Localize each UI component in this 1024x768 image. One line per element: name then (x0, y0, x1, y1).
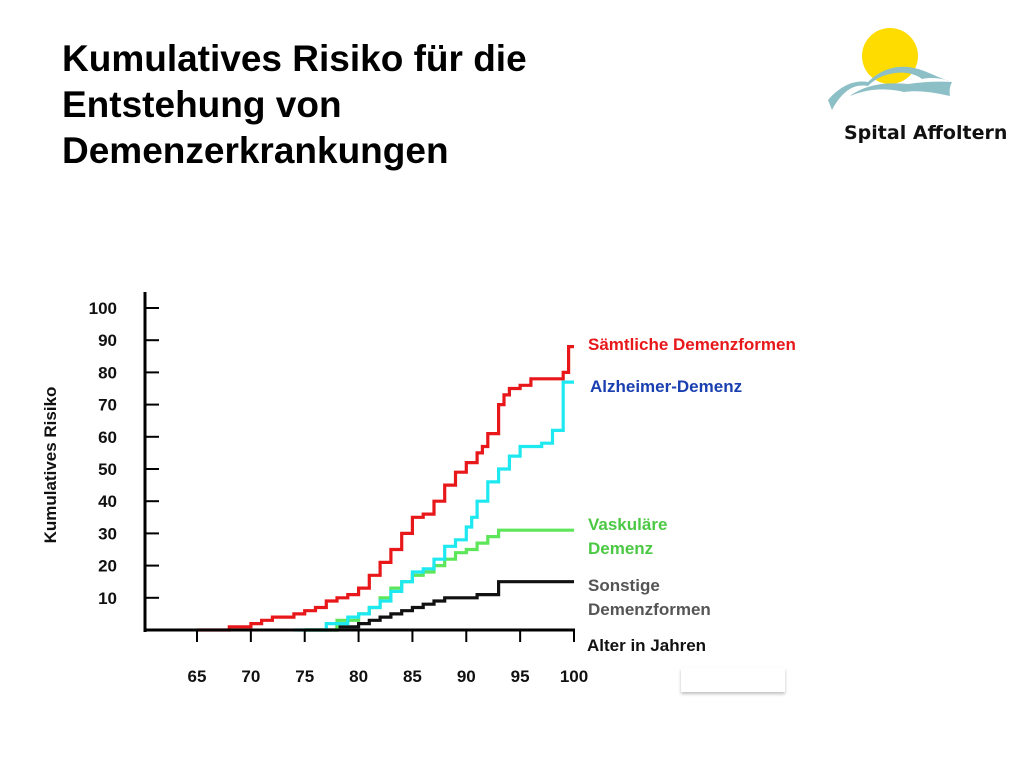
x-tick-label: 80 (349, 667, 368, 686)
slide-title-line-2: Entstehung von (62, 84, 342, 125)
y-tick-label: 20 (98, 557, 117, 576)
y-axis-label: Kumulatives Risiko (41, 387, 60, 544)
y-tick-label: 70 (98, 396, 117, 415)
series-label-0: Sämtliche Demenzformen (588, 335, 796, 354)
series-line-2 (304, 528, 574, 632)
series-labels: Sämtliche Demenzformen Alzheimer-Demenz Va… (588, 335, 796, 619)
series-line-0 (197, 345, 574, 632)
y-tick-label: 50 (98, 460, 117, 479)
x-tick-label: 70 (241, 667, 260, 686)
logo-graphic-icon (828, 28, 952, 110)
y-tick-label: 80 (98, 363, 117, 382)
y-tick-label: 100 (89, 299, 117, 318)
series-line-3 (304, 580, 574, 632)
series-label-1: Alzheimer-Demenz (590, 377, 742, 396)
y-tick-label: 90 (98, 331, 117, 350)
x-tick-label: 95 (511, 667, 530, 686)
plot-area (197, 345, 574, 632)
x-tick-label: 85 (403, 667, 422, 686)
x-tick-label: 90 (457, 667, 476, 686)
series-line-1 (293, 380, 574, 632)
logo-text: Spital Affoltern (844, 122, 1008, 144)
series-label-2: Vaskuläre Demenz (588, 515, 667, 558)
y-tick-label: 60 (98, 428, 117, 447)
slide-title-line-1: Kumulatives Risiko für die (62, 38, 527, 79)
slide-title-line-3: Demenzerkrankungen (62, 130, 449, 171)
blank-box (681, 668, 785, 692)
tick-labels: 10 20 30 40 50 60 70 80 90 100 65 70 75 80 85 90 95 100 Al… (41, 299, 706, 686)
slide-title: Kumulatives Risiko für die Entstehung vo… (62, 36, 702, 174)
x-axis-label: Alter in Jahren (587, 636, 706, 655)
x-tick-label: 75 (295, 667, 314, 686)
y-tick-label: 10 (98, 589, 117, 608)
x-tick-label: 100 (560, 667, 588, 686)
y-tick-label: 30 (98, 524, 117, 543)
spital-affoltern-logo: Spital Affoltern (822, 26, 1018, 156)
series-label-3: Sonstige Demenzformen (588, 576, 711, 619)
logo-mountain-icon (828, 66, 952, 110)
x-tick-label: 65 (188, 667, 207, 686)
y-tick-label: 40 (98, 492, 117, 511)
